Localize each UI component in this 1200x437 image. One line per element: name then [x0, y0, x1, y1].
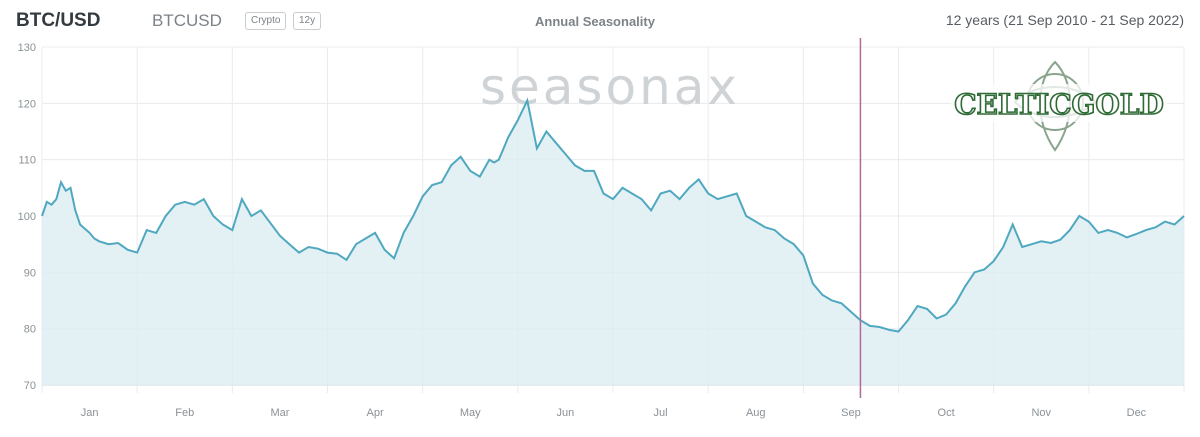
period-badge[interactable]: 12y [293, 12, 322, 30]
y-tick-label: 120 [18, 98, 36, 110]
seasonality-area-fill [42, 100, 1184, 385]
month-label: May [460, 407, 481, 419]
month-label: Jun [557, 407, 575, 419]
celticgold-logo: CELTICGOLD [943, 58, 1173, 163]
y-axis-ticks: 70 80 90 100 110 120 130 [18, 42, 36, 392]
celtic-knot-icon: CELTICGOLD [951, 60, 1167, 152]
seasonality-line[interactable] [41, 97, 1185, 333]
y-tick-label: 130 [18, 42, 36, 54]
y-tick-label: 70 [24, 380, 36, 392]
y-tick-label: 100 [18, 211, 36, 223]
chart-title: Annual Seasonality [535, 14, 655, 29]
chart-header: BTC/USD BTCUSD Crypto 12y Annual Seasona… [0, 0, 1200, 40]
symbol-code: BTCUSD [152, 11, 222, 30]
month-label: Feb [175, 407, 194, 419]
month-label: Mar [270, 407, 289, 419]
y-tick-label: 110 [18, 155, 36, 167]
month-label: Jan [81, 407, 99, 419]
month-label: Aug [746, 407, 766, 419]
month-label: Oct [938, 407, 955, 419]
watermark-text: seasonax [480, 58, 740, 116]
month-label: Jul [654, 407, 668, 419]
month-label: Nov [1031, 407, 1051, 419]
month-label: Sep [841, 407, 861, 419]
y-tick-label: 80 [24, 324, 36, 336]
y-tick-label: 90 [24, 267, 36, 279]
asset-class-badge[interactable]: Crypto [245, 12, 287, 30]
date-range-label: 12 years (21 Sep 2010 - 21 Sep 2022) [945, 12, 1184, 28]
month-label: Dec [1127, 407, 1147, 419]
symbol-title: BTC/USD [16, 10, 101, 31]
month-label: Apr [367, 407, 384, 419]
celticgold-logo-text: CELTICGOLD [954, 88, 1164, 121]
x-axis-month-labels: Jan Feb Mar Apr May Jun Jul Aug Sep Oct Nov Dec [81, 407, 1147, 419]
